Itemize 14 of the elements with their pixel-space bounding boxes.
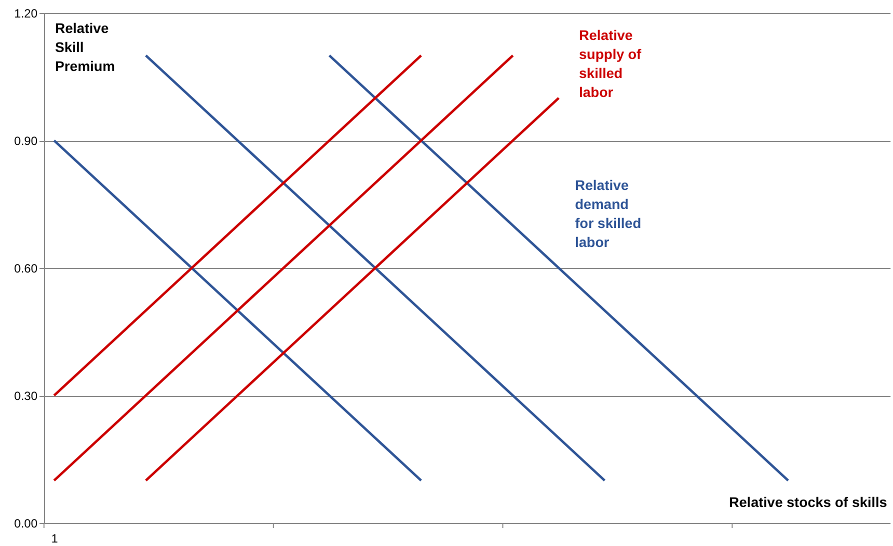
line-series — [52, 139, 422, 482]
annotation: Relative supply of skilled labor — [579, 27, 642, 100]
y-tick-label: 0.30 — [14, 389, 38, 403]
y-tick-label: 0.00 — [14, 516, 38, 530]
y-tick-label: 0.90 — [14, 134, 38, 148]
line-series — [52, 54, 514, 482]
line-series — [52, 54, 422, 397]
x-axis-title: Relative stocks of skills — [729, 494, 888, 510]
y-tick-label: 1.20 — [14, 6, 38, 20]
y-axis-title: Relative Skill Premium — [55, 20, 115, 74]
line-series — [144, 96, 560, 482]
x-tick-label: 1 — [51, 532, 58, 546]
annotation: Relative demand for skilled labor — [575, 177, 642, 250]
y-tick-label: 0.60 — [14, 262, 38, 276]
